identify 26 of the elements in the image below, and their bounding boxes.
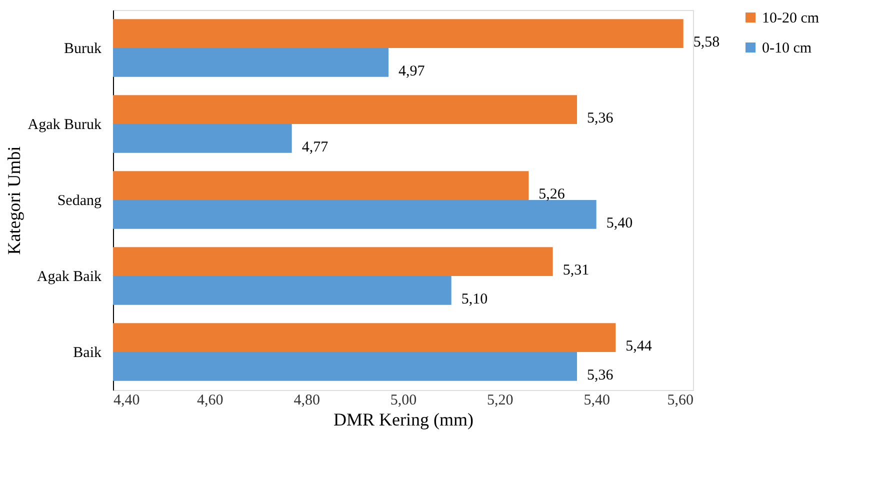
x-tick-label: 5,60 bbox=[667, 392, 694, 408]
x-tick-label: 5,40 bbox=[584, 392, 610, 408]
data-label: 5,26 bbox=[538, 186, 566, 203]
y-tick-label: Baik bbox=[73, 345, 102, 361]
x-tick-label: 4,80 bbox=[294, 392, 320, 408]
x-axis-title: DMR Kering (mm) bbox=[334, 410, 474, 430]
x-tick-label: 4,40 bbox=[114, 392, 140, 408]
x-tick-label: 5,20 bbox=[487, 392, 514, 408]
y-tick-label: Agak Buruk bbox=[28, 117, 102, 133]
x-tick-label: 5,00 bbox=[390, 392, 417, 408]
data-label: 4,77 bbox=[302, 139, 329, 156]
data-label: 5,44 bbox=[626, 338, 652, 355]
data-label: 5,40 bbox=[606, 215, 633, 232]
y-tick-label: Buruk bbox=[64, 41, 102, 57]
y-axis-title: Kategori Umbi bbox=[4, 146, 24, 255]
y-tick-label: Sedang bbox=[57, 193, 102, 209]
data-label: 4,97 bbox=[398, 63, 426, 80]
data-label: 5,36 bbox=[587, 110, 614, 127]
data-label: 5,36 bbox=[587, 367, 614, 384]
y-tick-label: Agak Baik bbox=[36, 269, 102, 285]
legend-label: 10-20 cm bbox=[762, 10, 820, 26]
data-label: 5,31 bbox=[562, 262, 590, 279]
data-label: 5,10 bbox=[461, 291, 488, 308]
data-label: 5,58 bbox=[693, 34, 720, 51]
x-tick-label: 4,60 bbox=[197, 392, 224, 408]
legend-label: 0-10 cm bbox=[762, 40, 812, 56]
